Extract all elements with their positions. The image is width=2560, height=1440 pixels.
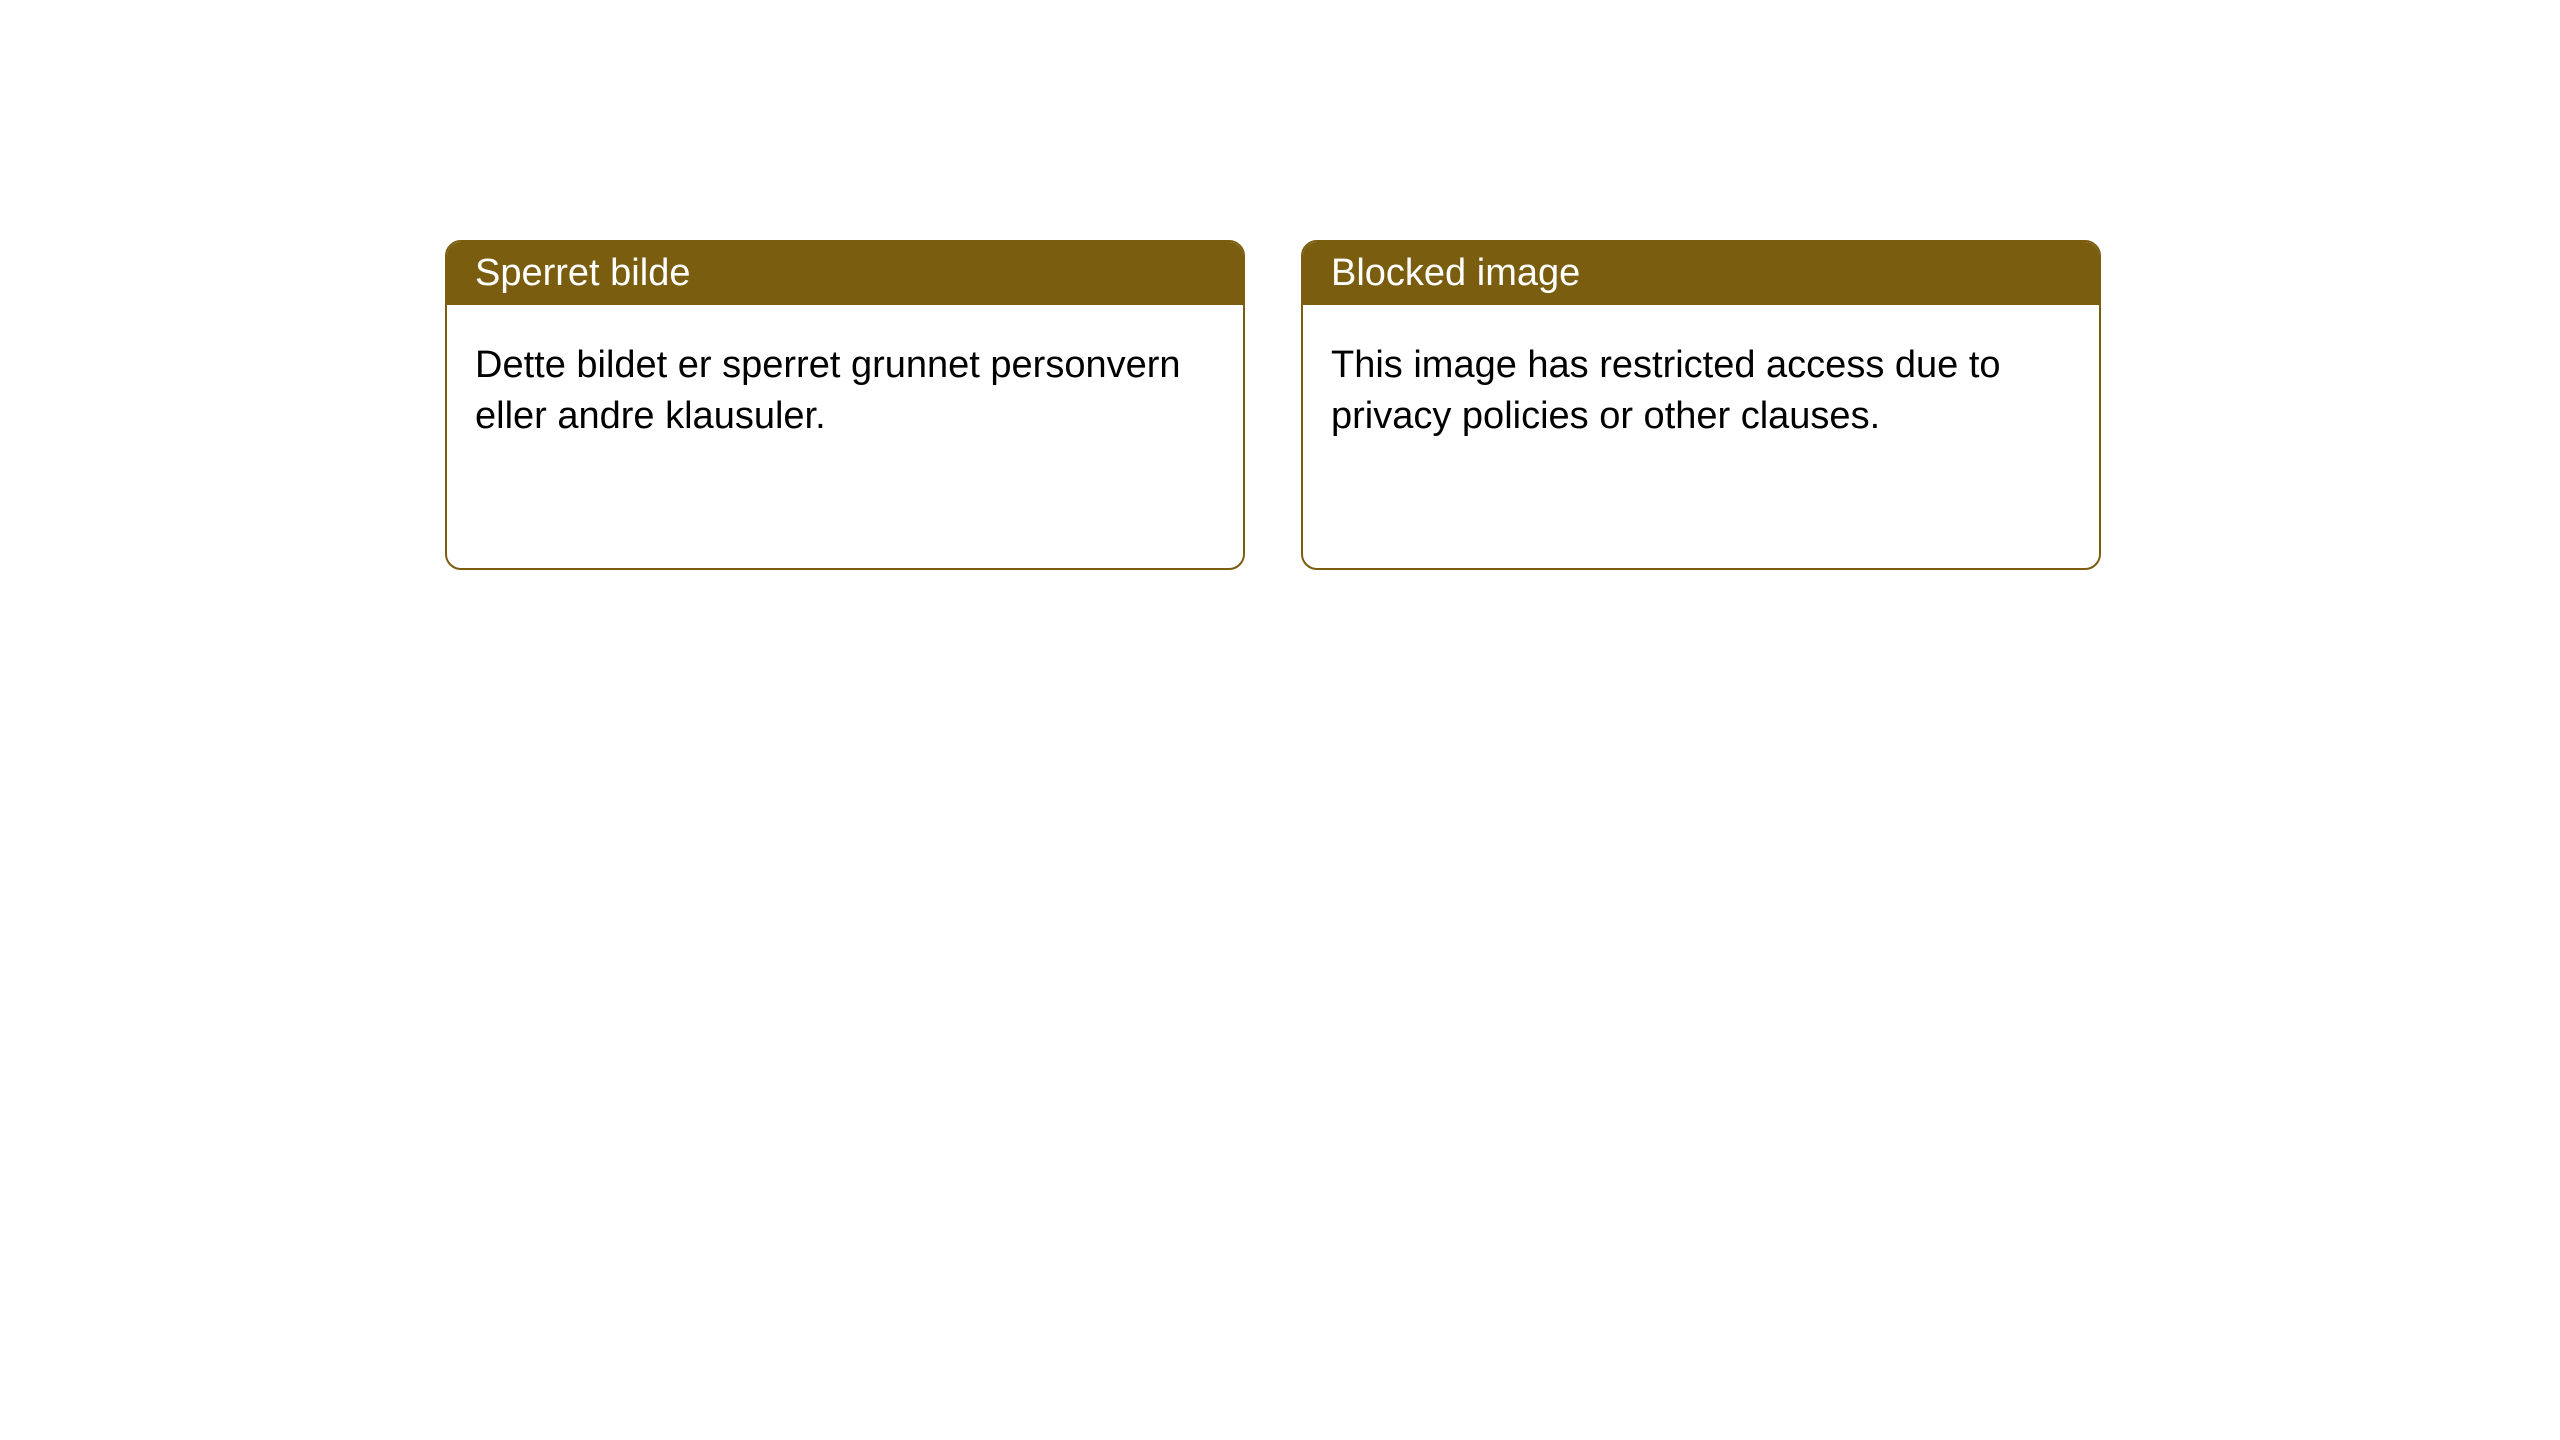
- card-header-english: Blocked image: [1303, 242, 2099, 305]
- card-english: Blocked image This image has restricted …: [1301, 240, 2101, 570]
- card-norwegian: Sperret bilde Dette bildet er sperret gr…: [445, 240, 1245, 570]
- card-title-norwegian: Sperret bilde: [475, 252, 690, 294]
- card-body-english: This image has restricted access due to …: [1303, 305, 2099, 478]
- card-body-text-english: This image has restricted access due to …: [1331, 344, 2001, 437]
- blocked-image-notice-container: Sperret bilde Dette bildet er sperret gr…: [445, 240, 2101, 570]
- card-title-english: Blocked image: [1331, 252, 1580, 294]
- card-body-norwegian: Dette bildet er sperret grunnet personve…: [447, 305, 1243, 478]
- card-header-norwegian: Sperret bilde: [447, 242, 1243, 305]
- card-body-text-norwegian: Dette bildet er sperret grunnet personve…: [475, 344, 1181, 437]
